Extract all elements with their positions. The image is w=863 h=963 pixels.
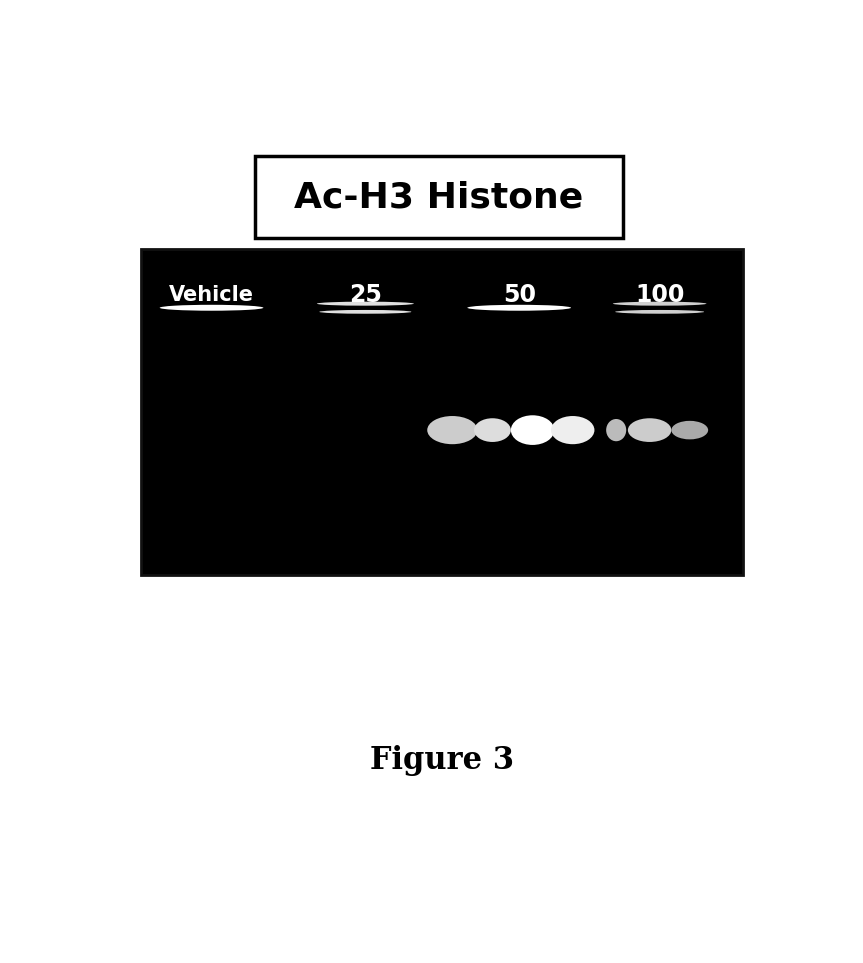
Text: 25: 25 (349, 283, 381, 306)
Text: 50: 50 (503, 283, 536, 306)
Text: Figure 3: Figure 3 (370, 745, 514, 776)
Text: 100: 100 (635, 283, 684, 306)
Ellipse shape (474, 418, 511, 442)
Ellipse shape (628, 418, 671, 442)
Text: Ac-H3 Histone: Ac-H3 Histone (294, 180, 583, 214)
Ellipse shape (551, 416, 595, 444)
Ellipse shape (613, 301, 707, 305)
Ellipse shape (319, 310, 412, 314)
Text: Vehicle: Vehicle (169, 285, 254, 304)
Ellipse shape (606, 419, 627, 441)
Ellipse shape (468, 305, 571, 311)
Ellipse shape (615, 310, 704, 314)
FancyBboxPatch shape (255, 156, 623, 238)
Ellipse shape (671, 421, 709, 439)
Ellipse shape (511, 415, 554, 445)
Ellipse shape (427, 416, 477, 444)
Ellipse shape (160, 305, 263, 311)
Bar (142, 249, 743, 575)
Ellipse shape (317, 301, 414, 305)
